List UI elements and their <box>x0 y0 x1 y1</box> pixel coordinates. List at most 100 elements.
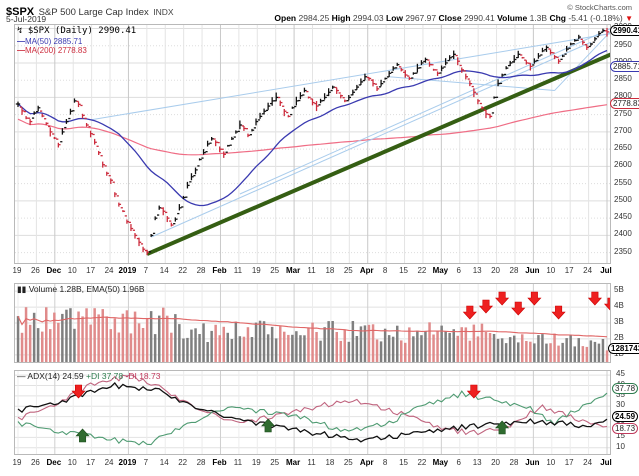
date-tick-label: 7 <box>143 266 149 275</box>
date-tick-label: 14 <box>159 266 169 275</box>
close-label: Close <box>438 13 462 23</box>
adx-legend-text: ADX(14) 24.59 <box>27 371 84 381</box>
adx-tag: 24.59 <box>612 410 639 422</box>
mdi-tag: 18.73 <box>612 422 639 434</box>
date-tick-label: 28 <box>196 266 206 275</box>
date-tick-label: 13 <box>472 458 482 467</box>
date-tick-label: 24 <box>104 458 114 467</box>
price-y-tick: 2700 <box>614 125 632 135</box>
date-tick-label: 22 <box>417 266 427 275</box>
close-value: 2990.41 <box>464 13 495 23</box>
date-tick-label: Jul <box>600 266 612 275</box>
price-y-tick: 2600 <box>614 160 632 170</box>
date-axis-lower: 19 26 Dec 10 17 24 2019 7 14 22 28 Feb 11 19 25 Mar 11 18… <box>12 458 612 470</box>
volume-y-tick: 4B <box>614 301 624 311</box>
adx-line-swatch: — <box>17 371 26 381</box>
price-plot <box>15 25 610 263</box>
date-tick-label: Apr <box>359 266 374 275</box>
date-tick-label: 22 <box>178 266 188 275</box>
symbol-name: S&P 500 Large Cap Index <box>38 7 149 18</box>
price-y-tick: 2550 <box>614 177 632 187</box>
price-y-tick: 2800 <box>614 91 632 101</box>
date-tick-label: 20 <box>491 458 501 467</box>
adx-y-tick: 30 <box>616 400 625 410</box>
price-chart-panel[interactable] <box>14 24 611 264</box>
date-tick-label: 6 <box>456 266 461 275</box>
date-tick-label: Mar <box>285 458 301 467</box>
adx-y-tick: 45 <box>616 369 625 379</box>
stockcharts-credit: © StockCharts.com <box>567 3 632 12</box>
date-tick-label: 24 <box>104 266 114 275</box>
pdi-tag: 37.78 <box>612 383 639 395</box>
quote-date: 5-Jul-2019 <box>6 14 47 24</box>
volume-y-tick: 2B <box>614 332 624 342</box>
date-tick-label: Jun <box>525 458 540 467</box>
adx-chart-panel[interactable] <box>14 370 611 455</box>
date-tick-label: 13 <box>472 266 482 275</box>
price-legend-prefix: ↯ <box>17 26 23 36</box>
date-axis-upper: 19 26 Dec 10 17 24 2019 7 14 22 28 Feb 11 19 25 Mar 11 18… <box>13 266 612 278</box>
ma50-tag: 2885.71 <box>610 60 639 72</box>
ma200-tag: 2778.83 <box>610 97 639 109</box>
volume-chart-panel[interactable] <box>14 283 611 363</box>
low-label: Low <box>386 13 403 23</box>
ma200-legend: —MA(200) 2778.83 <box>17 46 136 56</box>
date-tick-label: 2019 <box>118 458 137 467</box>
adx-y-tick: 35 <box>616 389 625 399</box>
volume-legend-text: Volume 1.28B, EMA(50) 1.96B <box>28 284 145 294</box>
ohlc-quote-bar: Open 2984.25 High 2994.03 Low 2967.97 Cl… <box>274 13 633 23</box>
ma50-legend: —MA(50) 2885.71 <box>17 37 136 47</box>
date-tick-label: May <box>432 458 449 467</box>
date-tick-label: Jun <box>525 266 540 275</box>
date-tick-label: 17 <box>86 458 96 467</box>
date-tick-label: 17 <box>564 458 574 467</box>
date-tick-label: Dec <box>46 458 62 467</box>
date-tick-label: 11 <box>233 266 243 275</box>
date-tick-label: 8 <box>382 266 388 275</box>
date-tick-label: 18 <box>325 458 335 467</box>
high-label: High <box>331 13 351 23</box>
volume-label: Volume <box>497 13 528 23</box>
ma200-legend-text: MA(200) 2778.83 <box>25 46 87 55</box>
date-tick-label: 10 <box>67 266 77 275</box>
date-tick-label: 24 <box>583 266 593 275</box>
adx-plot <box>15 371 610 454</box>
date-tick-label: 28 <box>509 458 519 467</box>
symbol-exchange: INDX <box>153 7 174 17</box>
date-tick-label: 10 <box>546 458 556 467</box>
pdi-legend-text: +DI 37.78 <box>86 371 124 381</box>
symbol-ticker[interactable]: $SPX <box>6 6 35 18</box>
date-tick-label: 18 <box>325 266 335 275</box>
date-tick-label: 11 <box>307 266 316 275</box>
ma200-line-swatch: — <box>17 46 25 55</box>
open-value: 2984.25 <box>298 13 330 23</box>
ma50-line-swatch: — <box>17 36 25 46</box>
date-tick-label: 28 <box>196 458 206 467</box>
date-tick-label: 26 <box>30 458 40 467</box>
date-tick-label: Mar <box>285 266 301 275</box>
date-tick-label: 14 <box>159 458 169 467</box>
date-tick-label: Feb <box>212 458 227 467</box>
date-tick-label: 19 <box>12 458 22 467</box>
date-tick-label: Apr <box>359 458 374 467</box>
date-tick-label: Dec <box>46 266 62 275</box>
date-tick-label: 22 <box>417 458 427 467</box>
adx-legend: — ADX(14) 24.59 +DI 37.78 -DI 18.73 <box>17 371 161 382</box>
chg-value: -5.41 (-0.18%) <box>568 13 623 23</box>
date-tick-label: 25 <box>270 458 280 467</box>
date-tick-label: 25 <box>343 266 353 275</box>
date-tick-label: 17 <box>86 266 96 275</box>
date-tick-label: 15 <box>399 266 408 275</box>
high-value: 2994.03 <box>352 13 384 23</box>
date-tick-label: Jul <box>600 458 612 467</box>
low-value: 2967.97 <box>405 13 437 23</box>
volume-plot <box>15 284 610 362</box>
date-tick-label: 19 <box>251 266 261 275</box>
date-tick-label: 26 <box>30 266 40 275</box>
mdi-legend-text: -DI 18.73 <box>125 371 161 381</box>
date-tick-label: 20 <box>491 266 501 275</box>
price-y-tick: 2350 <box>614 246 632 256</box>
volume-value-tag: 1281743 <box>608 343 639 355</box>
adx-y-tick: 10 <box>616 441 625 451</box>
